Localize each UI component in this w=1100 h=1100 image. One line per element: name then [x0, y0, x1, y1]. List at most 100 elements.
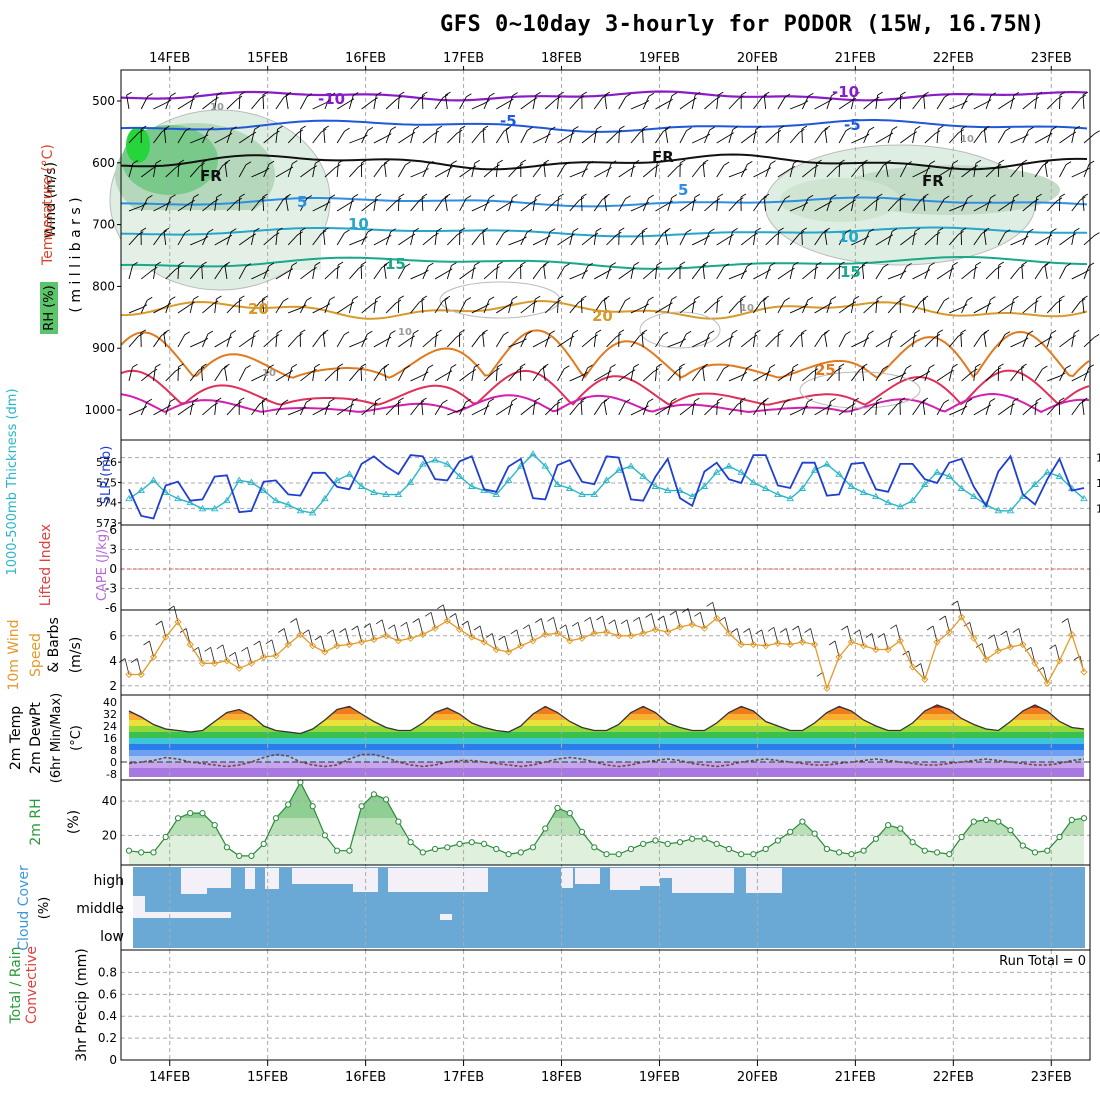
wind-barb-flag	[619, 125, 625, 130]
wind-barb	[642, 401, 649, 416]
wind-speed-marker	[713, 614, 721, 622]
wind-barb-flag	[633, 363, 639, 368]
wind-speed-marker	[370, 635, 378, 644]
wind-speed-marker	[602, 628, 611, 636]
wind-barb-flag	[428, 160, 434, 165]
wind-barb	[434, 199, 444, 212]
wind-barb	[618, 372, 631, 382]
wind-barb-flag	[816, 261, 822, 266]
wind-barb-flag	[984, 125, 990, 130]
wind-barb	[630, 103, 645, 110]
precip-tick-label: 0.8	[98, 965, 117, 979]
thickness-marker	[394, 490, 403, 498]
isotherm-5	[121, 196, 1088, 208]
wind-barb-flag	[618, 329, 625, 334]
isotherm-35	[120, 392, 1090, 414]
wind-barb-flag	[1027, 330, 1034, 335]
wind10-barb-flag	[510, 629, 518, 635]
wind-barb	[262, 196, 265, 212]
wind-barb	[922, 400, 926, 415]
wind-barb-flag	[262, 295, 268, 300]
thickness-marker	[137, 486, 145, 494]
wind-barb	[826, 95, 832, 110]
wind-barb	[961, 96, 969, 110]
wind10-barb-flag	[804, 628, 811, 633]
cloud-gap	[245, 868, 255, 889]
wind-barb	[1083, 235, 1095, 246]
wind-speed-marker	[137, 670, 145, 679]
wind-barb	[1010, 401, 1014, 415]
upper-rh-label: RH (%)	[42, 285, 57, 330]
date-label-bottom: 20FEB	[737, 1070, 778, 1085]
wind-barb	[704, 129, 711, 144]
wind-barb	[410, 98, 421, 110]
wind-barb-flag	[717, 295, 723, 300]
wind-barb	[349, 369, 359, 382]
wind-barb	[410, 272, 424, 280]
wind-barb-flag	[315, 159, 321, 164]
wind-barb	[544, 333, 551, 348]
rh-marker	[370, 791, 377, 798]
wind-barb-flag	[975, 159, 982, 164]
wind-barb	[557, 368, 565, 382]
wind-barb-flag	[694, 193, 701, 198]
wind-barb	[875, 298, 878, 313]
wind10-barb-flag	[718, 616, 726, 622]
wind-barb-flag	[497, 159, 504, 164]
thickness-marker	[810, 466, 819, 473]
wind-barb	[532, 267, 542, 280]
wind-barb-flag	[990, 92, 997, 97]
wind-barb-flag	[268, 262, 275, 267]
wind-speed-marker	[688, 620, 696, 629]
wind-barb	[214, 368, 223, 382]
wind-barb-flag	[322, 329, 329, 334]
wind-barb	[508, 401, 513, 416]
wind-barb	[128, 132, 139, 144]
wind-barb-flag	[343, 331, 350, 336]
wind-barb	[177, 162, 180, 178]
wind-barb	[495, 334, 504, 348]
wind-barb-flag	[163, 227, 170, 232]
rh-bands	[129, 784, 1084, 836]
wind-barb	[850, 197, 855, 212]
wind-barb	[863, 303, 875, 314]
wind-barb	[580, 400, 583, 415]
wind-barb	[899, 368, 907, 382]
wind-barb	[202, 100, 214, 110]
wind-barb	[603, 299, 607, 314]
wind-barb	[126, 95, 130, 110]
upper-millibars-label: ( m i l l i b a r s )	[68, 197, 84, 312]
wind-barb	[214, 197, 218, 212]
wind-barb-flag	[938, 125, 944, 130]
wind-barb	[875, 95, 879, 110]
wind-barb	[875, 196, 878, 212]
wind-barb	[704, 201, 716, 212]
wind-barb-flag	[224, 261, 231, 266]
wind-barb-flag	[1036, 91, 1043, 96]
rh-marker	[468, 839, 475, 846]
wind-barb	[838, 304, 851, 314]
wind-speed-marker	[541, 630, 549, 639]
wind-barb	[850, 401, 855, 415]
wind-barb-flag	[967, 296, 973, 301]
wind-barb	[851, 340, 865, 348]
wind-barb-flag	[201, 261, 207, 266]
contour-label: 20	[248, 300, 269, 318]
wind-barb-flag	[793, 160, 799, 164]
wind-barb	[581, 337, 593, 348]
wind-barb	[471, 131, 481, 144]
wind-barb	[300, 371, 312, 382]
wind-barb	[532, 400, 536, 415]
wind-barb	[385, 129, 392, 144]
rh-marker	[260, 840, 267, 848]
wind-barb	[875, 135, 889, 144]
wind-barb	[421, 196, 424, 211]
wind-barb	[471, 408, 485, 416]
wind-barb-flag	[876, 397, 883, 402]
contour-label: 10	[960, 134, 974, 145]
wind-barb	[373, 136, 387, 144]
wind-barb	[985, 95, 992, 110]
wind-barb	[949, 205, 963, 212]
wind-barb	[763, 197, 767, 212]
wind-barb	[251, 272, 265, 280]
